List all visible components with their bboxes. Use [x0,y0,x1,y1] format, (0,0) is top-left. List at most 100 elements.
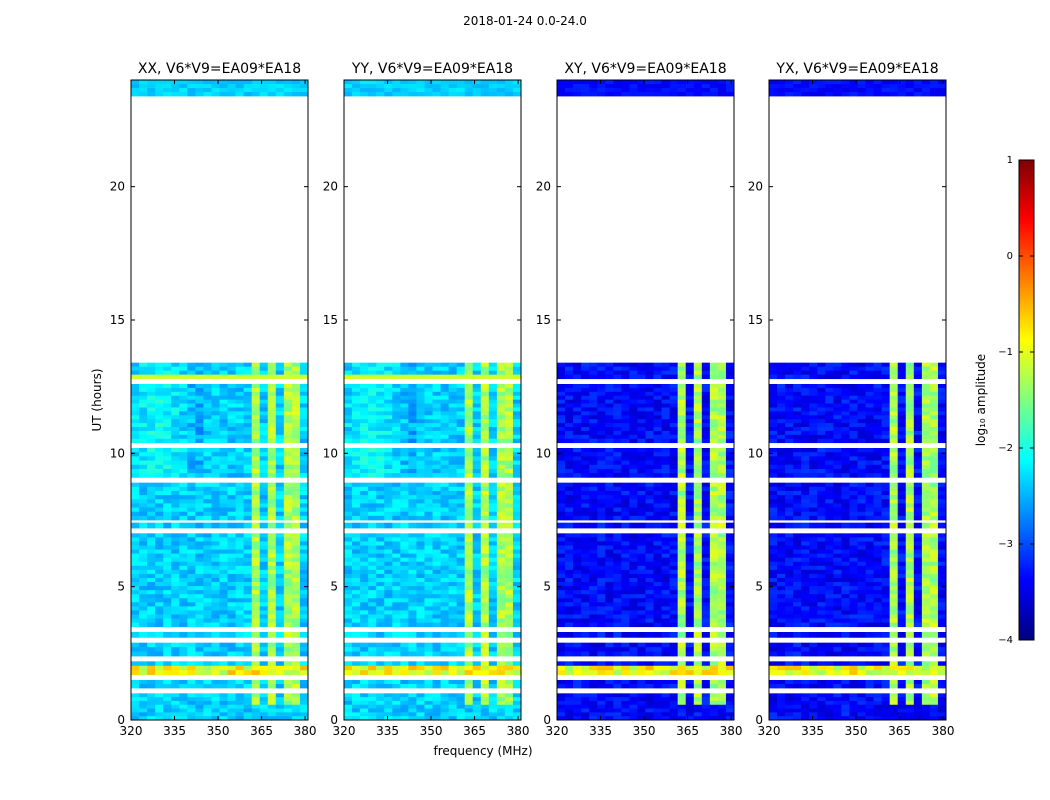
heatmap-cell [251,642,261,648]
heatmap-cell [589,697,598,702]
heatmap-cell [211,647,220,652]
heatmap-cell [408,651,417,657]
heatmap-cell [384,569,393,575]
heatmap-cell [299,430,309,436]
heatmap-cell [360,482,369,488]
heatmap-cell [685,670,695,676]
heatmap-cell [251,387,261,393]
heatmap-cell [179,411,188,416]
heatmap-cell [488,423,498,428]
heatmap-cell [211,618,220,624]
heatmap-cell [376,468,385,474]
heatmap-cell [496,395,506,401]
heatmap-cell [488,573,498,579]
heatmap-cell [171,503,180,508]
heatmap-cell [147,569,156,575]
heatmap-cell [139,610,148,615]
heatmap-cell [669,399,679,404]
heatmap-cell [203,522,212,529]
heatmap-cell [581,522,590,529]
heatmap-cell [701,573,711,579]
heatmap-cell [512,693,522,698]
heatmap-cell [384,499,393,504]
heatmap-cell [344,522,353,529]
heatmap-cell [589,602,598,607]
heatmap-cell [693,565,703,571]
heatmap-cell [203,80,212,85]
heatmap-cell [589,618,598,624]
heatmap-cell [203,415,212,420]
heatmap-cell [709,407,719,412]
heatmap-cell [488,507,498,513]
heatmap-cell [408,590,417,595]
heatmap-cell [352,602,361,607]
heatmap-cell [645,460,654,466]
heatmap-cell [352,403,361,408]
heatmap-cell [187,423,196,428]
heatmap-cell [368,366,377,372]
heatmap-cell [243,362,253,368]
heatmap-cell [259,670,269,676]
heatmap-cell [344,399,353,404]
heatmap-cell [637,387,646,393]
heatmap-cell [685,684,695,689]
heatmap-cell [376,522,385,529]
heatmap-cell [155,582,164,587]
heatmap-cell [203,684,212,689]
heatmap-cell [131,561,140,567]
heatmap-cell [629,573,638,579]
heatmap-cell [344,716,353,721]
heatmap-cell [147,415,156,420]
heatmap-cell [645,573,654,579]
heatmap-cell [709,486,719,492]
heatmap-cell [195,651,204,657]
heatmap-cell [163,553,172,559]
heatmap-cell [496,486,506,492]
heatmap-cell [203,632,212,638]
heatmap-cell [504,490,514,496]
heatmap-cell [179,586,188,591]
heatmap-cell [472,84,482,89]
heatmap-cell [504,680,514,685]
heatmap-cell [717,557,727,563]
heatmap-cell [227,557,236,563]
heatmap-cell [384,448,393,453]
heatmap-cell [693,473,703,478]
heatmap-cell [211,486,220,492]
heatmap-cell [299,384,309,389]
heatmap-cell [432,427,441,432]
heatmap-cell [504,553,514,559]
heatmap-cell [645,704,654,709]
heatmap-cell [400,712,409,717]
heatmap-cell [291,553,301,559]
heatmap-cell [440,384,449,389]
heatmap-cell [685,533,695,538]
heatmap-cell [368,387,377,393]
heatmap-cell [392,665,401,671]
heatmap-cell [291,541,301,546]
heatmap-cell [275,482,285,488]
heatmap-cell [163,541,172,546]
heatmap-cell [259,403,269,408]
heatmap-cell [291,423,301,428]
heatmap-cell [267,651,277,657]
heatmap-cell [368,499,377,504]
heatmap-cell [360,598,369,603]
heatmap-cell [432,448,441,453]
heatmap-cell [645,473,654,478]
heatmap-cell [352,541,361,546]
heatmap-cell [171,88,180,93]
heatmap-cell [557,684,566,689]
heatmap-cell [408,486,417,492]
heatmap-cell [267,693,277,698]
heatmap-cell [605,499,614,504]
heatmap-cell [195,452,204,457]
heatmap-cell [693,651,703,657]
heatmap-cell [283,92,293,97]
heatmap-cell [283,460,293,466]
heatmap-cell [464,684,474,689]
heatmap-cell [155,661,164,667]
heatmap-cell [504,434,514,440]
heatmap-cell [163,370,172,376]
heatmap-cell [283,586,293,591]
